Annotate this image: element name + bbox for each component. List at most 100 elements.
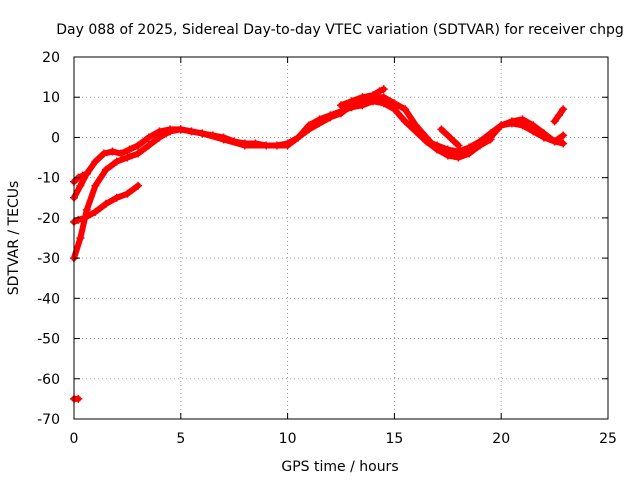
data-point <box>337 109 345 118</box>
data-point <box>433 141 442 150</box>
series-track-6 <box>422 135 495 156</box>
data-point <box>74 215 83 224</box>
data-point <box>559 131 568 140</box>
data-point <box>144 141 153 150</box>
data-point <box>116 149 125 158</box>
data-point <box>326 113 335 122</box>
data-point <box>559 105 568 114</box>
data-point <box>240 141 249 150</box>
x-tick-label: 5 <box>176 431 185 447</box>
data-point <box>134 181 143 190</box>
y-tick-label: -30 <box>37 251 60 267</box>
data-point <box>465 145 474 154</box>
data-points <box>70 85 568 403</box>
data-point <box>507 117 516 126</box>
data-point <box>108 147 117 156</box>
data-point <box>390 99 399 108</box>
data-point <box>454 141 463 150</box>
data-point <box>262 141 271 150</box>
data-point <box>78 171 87 180</box>
data-point <box>401 117 410 126</box>
data-point <box>91 181 100 190</box>
data-point <box>112 193 121 202</box>
x-tick-label: 25 <box>599 431 617 447</box>
data-point <box>379 85 388 94</box>
y-tick-label: -50 <box>37 332 60 348</box>
data-point <box>379 93 388 102</box>
data-point <box>99 149 108 158</box>
x-tick-label: 20 <box>492 431 510 447</box>
data-point <box>134 141 143 150</box>
data-point <box>166 127 175 136</box>
data-point <box>337 101 345 110</box>
y-axis-label: SDTVAR / TECUs <box>6 181 22 296</box>
data-point <box>125 145 134 154</box>
series-track-9 <box>70 394 83 403</box>
data-point <box>82 169 91 178</box>
series-track-2 <box>70 93 568 263</box>
data-point <box>74 394 83 403</box>
data-point <box>76 181 85 190</box>
data-point <box>102 165 111 174</box>
y-tick-label: -20 <box>37 211 60 227</box>
data-point <box>82 205 91 214</box>
data-point <box>134 149 143 158</box>
data-point <box>123 153 132 162</box>
series-track-8 <box>550 105 568 126</box>
data-point <box>486 135 495 144</box>
data-point <box>375 87 384 96</box>
axis-ticks: 0 5 10 15 20 25 -70 -60 -50 -40 -30 -20 -10 0 10 20 <box>37 50 617 447</box>
data-point <box>198 129 207 138</box>
data-point <box>497 121 506 130</box>
data-point <box>518 115 527 124</box>
data-point <box>550 117 559 126</box>
data-point <box>155 133 164 142</box>
data-point <box>443 131 452 140</box>
data-point <box>401 105 410 114</box>
data-point <box>475 141 484 150</box>
plot-frame <box>73 56 609 420</box>
y-tick-label: -70 <box>37 412 60 428</box>
data-point <box>550 137 559 146</box>
data-point <box>347 97 356 106</box>
y-tick-label: 10 <box>42 90 60 106</box>
data-point <box>144 133 153 142</box>
data-point <box>304 125 313 134</box>
y-tick-label: 0 <box>51 130 60 146</box>
y-tick-label: -10 <box>37 171 60 187</box>
y-tick-label: -40 <box>37 291 60 307</box>
series-track-4 <box>337 85 388 110</box>
data-point <box>91 207 100 216</box>
data-point <box>443 145 452 154</box>
data-point <box>554 111 563 120</box>
chart-title: Day 088 of 2025, Sidereal Day-to-day VTE… <box>56 22 624 38</box>
x-tick-label: 0 <box>70 431 79 447</box>
data-point <box>176 125 185 134</box>
series-line <box>438 126 462 149</box>
data-point <box>283 141 292 150</box>
data-point <box>80 213 89 222</box>
y-tick-label: 20 <box>42 50 60 66</box>
data-point <box>91 157 100 166</box>
data-point <box>411 121 420 130</box>
x-tick-label: 10 <box>279 431 297 447</box>
data-point <box>102 199 111 208</box>
x-axis-label: GPS time / hours <box>281 459 398 475</box>
data-point <box>559 139 568 148</box>
data-point <box>422 137 431 146</box>
series-track-7 <box>437 125 463 150</box>
data-point <box>112 157 121 166</box>
data-point <box>369 91 378 100</box>
data-point <box>539 129 548 138</box>
data-point <box>76 234 85 242</box>
grid <box>74 57 608 419</box>
data-point <box>437 125 446 134</box>
data-point <box>450 137 459 146</box>
data-point <box>358 93 367 102</box>
series-line <box>71 170 90 185</box>
data-point <box>219 135 228 144</box>
data-point <box>529 121 538 130</box>
x-tick-label: 15 <box>385 431 403 447</box>
y-tick-label: -60 <box>37 372 60 388</box>
